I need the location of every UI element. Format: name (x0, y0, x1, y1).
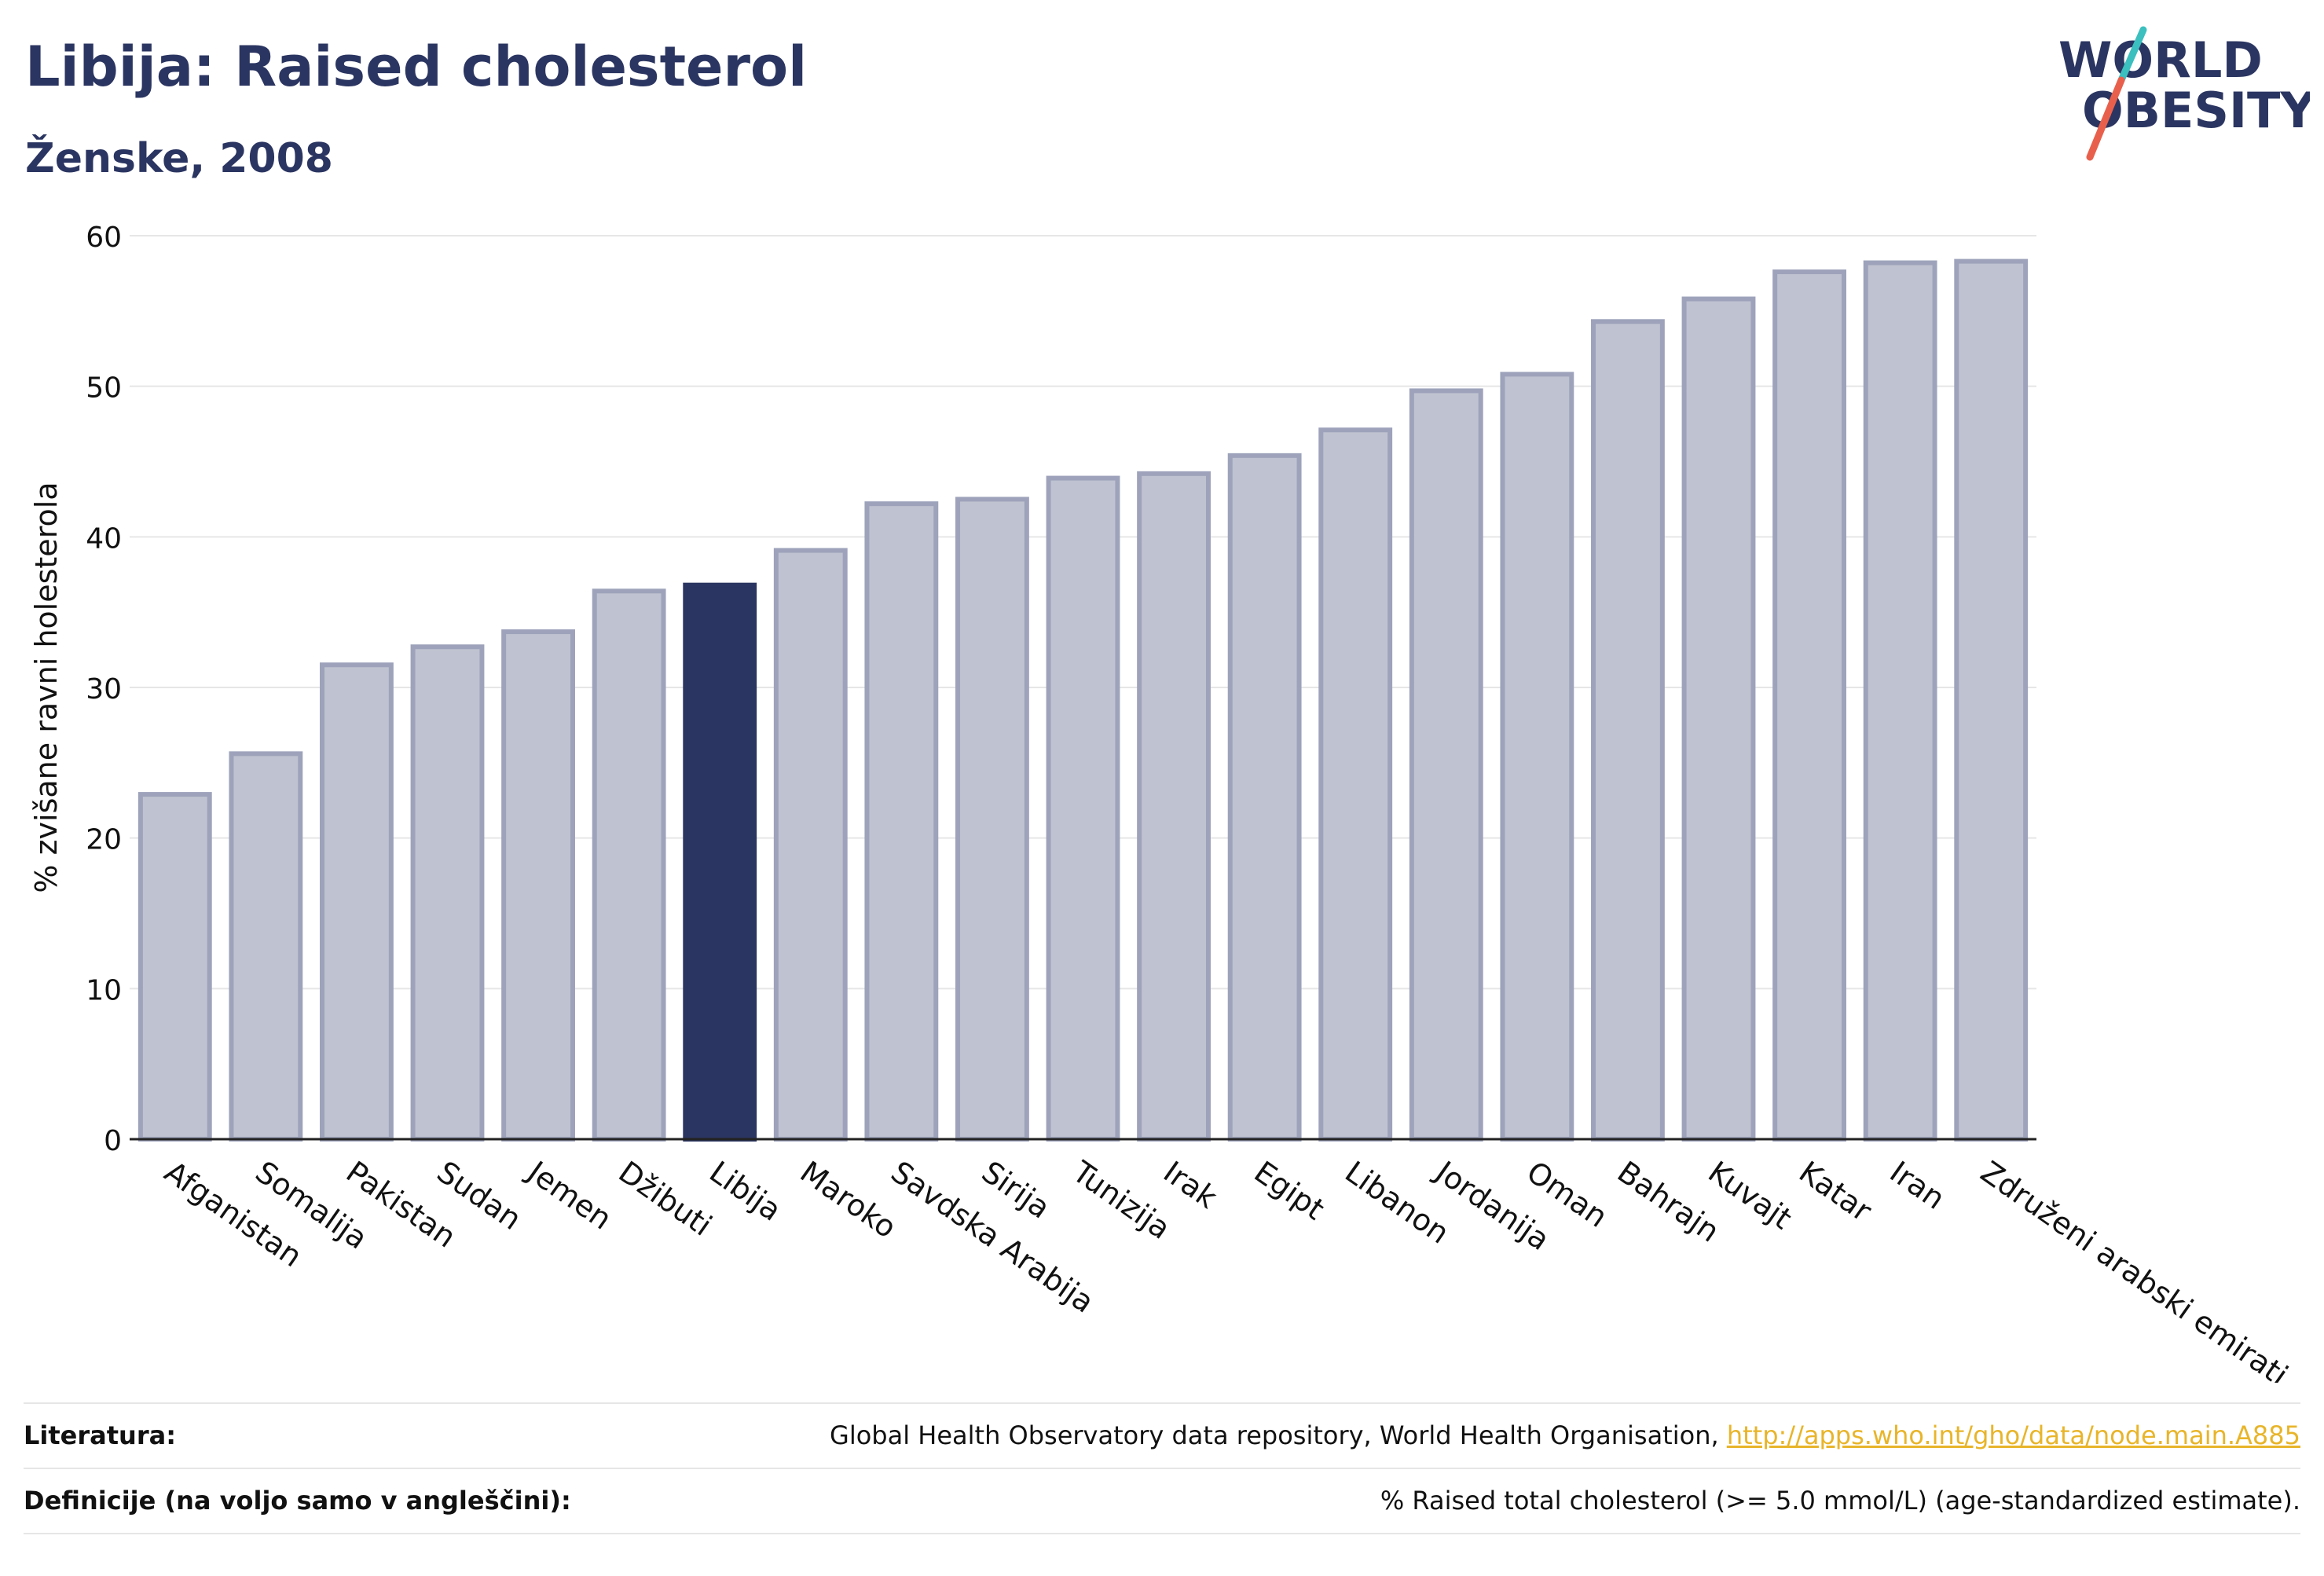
logo-line1: WORLD (2058, 31, 2263, 89)
y-tick-label: 50 (86, 372, 122, 405)
x-tick-label: Egipt (1248, 1154, 1330, 1226)
bar-džibuti (592, 588, 666, 1142)
bar-jemen (501, 629, 575, 1142)
x-tick-label: Iran (1883, 1154, 1951, 1216)
footer-divider-bottom (24, 1533, 2300, 1534)
chart-title: Libija: Raised cholesterol (25, 35, 808, 99)
bar-maroko (773, 548, 848, 1142)
bar-libanon (1318, 427, 1393, 1142)
sources-link[interactable]: http://apps.who.int/gho/data/node.main.A… (1726, 1420, 2300, 1450)
footer-divider-top (24, 1402, 2300, 1404)
y-axis-label: % zvišane ravni holesterola (29, 482, 64, 892)
x-tick-label: Libanon (1339, 1154, 1456, 1250)
y-tick-label: 20 (86, 824, 122, 856)
y-tick-label: 40 (86, 522, 122, 555)
y-tick-label: 60 (86, 222, 122, 254)
bar-bahrajn (1591, 319, 1665, 1142)
definitions-text: % Raised total cholesterol (>= 5.0 mmol/… (1380, 1486, 2300, 1516)
bar-kuvajt (1681, 296, 1756, 1142)
bar-afganistan (137, 792, 212, 1142)
logo-slash-top (2117, 26, 2147, 84)
bar-združeni-arabski-emirati (1954, 258, 2029, 1142)
bar-irak (1137, 471, 1211, 1142)
definitions-row: Definicije (na voljo samo v angleščini):… (24, 1469, 2300, 1532)
x-tick-label: Tunizija (1066, 1154, 1177, 1246)
x-tick-label: Katar (1793, 1154, 1879, 1228)
sources-text: Global Health Observatory data repositor… (830, 1420, 1727, 1450)
x-tick-label: Džibuti (612, 1154, 718, 1243)
x-tick-labels: AfganistanSomalijaPakistanSudanJemenDžib… (159, 1153, 2294, 1383)
bar-katar (1772, 269, 1846, 1142)
bar-jordanija (1409, 388, 1483, 1142)
bar-savdska-arabija (864, 501, 939, 1142)
y-tick-label: 10 (86, 974, 122, 1006)
bar-pakistan (320, 662, 394, 1142)
x-tick-label: Maroko (794, 1154, 903, 1244)
chart-subtitle: Ženske, 2008 (25, 135, 333, 182)
x-tick-label: Jemen (520, 1153, 618, 1236)
x-tick-label: Irak (1157, 1154, 1223, 1215)
bar-libija (683, 582, 757, 1142)
y-tick-label: 30 (86, 673, 122, 706)
world-obesity-logo: WORLD OBESITY (2058, 26, 2310, 161)
y-tick-label: 0 (104, 1125, 122, 1157)
bar-sirija (955, 497, 1029, 1142)
sources-row: Literatura: Global Health Observatory da… (24, 1404, 2300, 1467)
bar-tunizija (1046, 475, 1120, 1142)
definitions-label: Definicije (na voljo samo v angleščini): (24, 1486, 571, 1516)
bar-egipt (1227, 453, 1302, 1142)
bar-chart: 0 10 20 30 40 50 60 AfganistanSomalijaPakistan… (29, 222, 2294, 1383)
bar-sudan (410, 644, 485, 1142)
bar-oman (1500, 372, 1574, 1142)
x-tick-label: Združeni arabski emirati (1974, 1154, 2294, 1383)
y-tick-labels: 0 10 20 30 40 50 60 (86, 222, 122, 1157)
sources-label: Literatura: (24, 1420, 176, 1450)
logo-slash-bottom (2086, 76, 2125, 161)
x-tick-label: Bahrajn (1611, 1154, 1726, 1248)
bar-somalija (229, 751, 303, 1142)
sources-value: Global Health Observatory data repositor… (830, 1420, 2300, 1450)
footer-divider-middle (24, 1468, 2300, 1469)
bars (137, 258, 2029, 1142)
bar-iran (1863, 260, 1937, 1142)
